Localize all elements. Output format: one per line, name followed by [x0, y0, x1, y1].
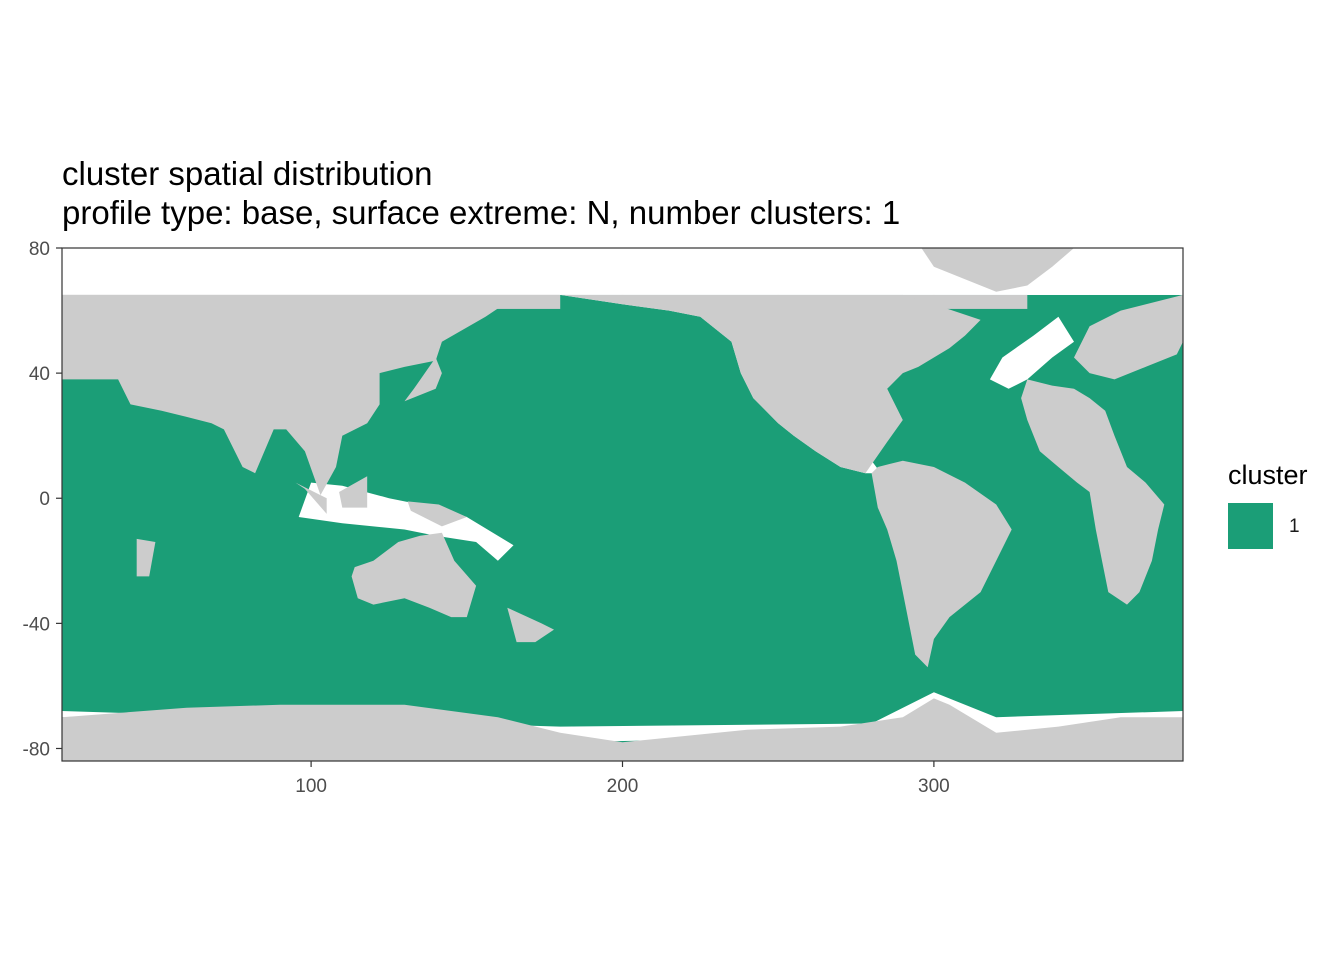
land-region — [62, 294, 561, 496]
legend-label-cluster-1: 1 — [1289, 516, 1300, 537]
y-tick-label: 40 — [29, 364, 50, 385]
y-tick-label: 80 — [29, 239, 50, 260]
land-region — [407, 501, 467, 527]
land-region — [339, 476, 368, 508]
no-data-region — [989, 316, 1074, 389]
x-tick-label: 100 — [295, 776, 327, 797]
x-axis: 100 200 300 — [295, 761, 950, 797]
land-region — [507, 607, 554, 643]
legend-key-cluster-1 — [1228, 503, 1273, 549]
land-region — [1021, 379, 1165, 605]
land-region — [62, 698, 1183, 761]
land-region — [351, 532, 477, 618]
y-axis: 80 40 0 -40 -80 — [23, 239, 62, 760]
x-tick-label: 300 — [918, 776, 950, 797]
land-region — [560, 294, 981, 474]
chart-title: cluster spatial distribution — [62, 155, 433, 192]
chart-subtitle: profile type: base, surface extreme: N, … — [62, 194, 901, 231]
land-area — [62, 248, 1183, 761]
land-region — [921, 248, 1074, 292]
y-tick-label: -40 — [23, 614, 50, 635]
y-tick-label: -80 — [23, 739, 50, 760]
land-region — [295, 482, 327, 514]
land-region — [1074, 294, 1183, 380]
legend-title: cluster — [1228, 460, 1308, 490]
land-region — [871, 460, 1012, 668]
y-tick-label: 0 — [39, 489, 50, 510]
land-region — [136, 538, 156, 577]
land-region — [404, 357, 442, 402]
x-tick-label: 200 — [607, 776, 639, 797]
